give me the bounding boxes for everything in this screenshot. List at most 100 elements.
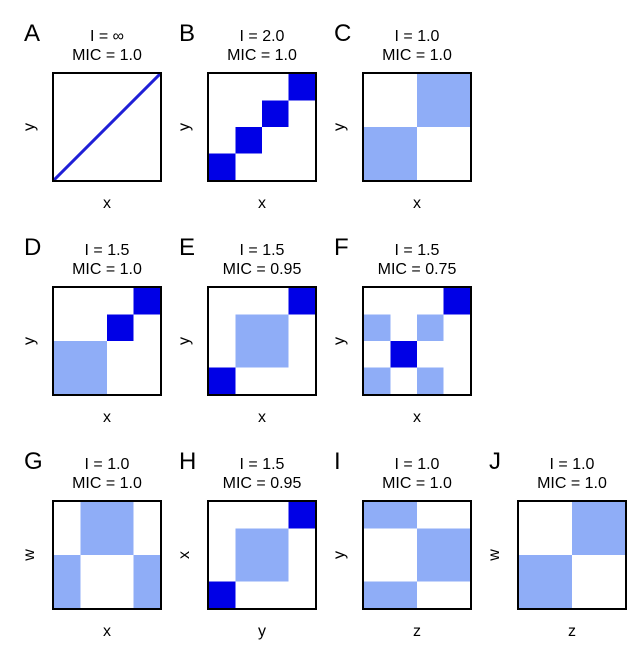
panel-ylabel-c: y: [331, 123, 348, 131]
panel-xlabel-a: x: [103, 195, 111, 212]
panel-plot-c: [362, 72, 472, 182]
panel-letter-i: I: [334, 448, 341, 475]
panel-letter-f: F: [334, 234, 349, 261]
cell-dark: [288, 502, 315, 529]
panel-mic-label-e: MIC = 0.95: [222, 261, 302, 278]
panel-grid-b: [209, 74, 315, 180]
cell-light: [133, 555, 160, 608]
panel-grid-f: [364, 288, 470, 394]
panel-i-label-i: I = 1.0: [394, 456, 440, 473]
panel-mic-label-b: MIC = 1.0: [227, 47, 297, 64]
panel-grid-j: [519, 502, 625, 608]
cell-light: [417, 314, 444, 341]
cell-dark: [209, 581, 236, 608]
cell-light: [235, 528, 289, 582]
panel-ylabel-d: y: [21, 337, 38, 345]
cell-dark: [235, 127, 262, 154]
panel-i-label-h: I = 1.5: [239, 456, 285, 473]
cell-light: [519, 555, 572, 608]
panel-plot-f: [362, 286, 472, 396]
panel-xlabel-j: z: [568, 623, 576, 640]
panel-mic-label-h: MIC = 0.95: [222, 475, 302, 492]
panel-xlabel-i: z: [413, 623, 421, 640]
cell-light: [80, 502, 134, 555]
cell-light: [364, 502, 417, 529]
panel-letter-j: J: [489, 448, 501, 475]
cell-light: [417, 367, 444, 394]
panel-letter-e: E: [179, 234, 196, 261]
panel-i-label-f: I = 1.5: [394, 242, 440, 259]
panel-ylabel-f: y: [331, 337, 348, 345]
panel-ylabel-i: y: [331, 551, 348, 559]
panel-xlabel-f: x: [413, 409, 421, 426]
panel-mic-label-c: MIC = 1.0: [382, 47, 452, 64]
cell-light: [417, 74, 470, 127]
cell-dark: [288, 288, 315, 315]
cell-light: [364, 127, 417, 180]
panel-mic-label-j: MIC = 1.0: [537, 475, 607, 492]
panel-ylabel-e: y: [176, 337, 193, 345]
panel-plot-e: [207, 286, 317, 396]
cell-light: [417, 528, 470, 582]
panel-letter-g: G: [24, 448, 43, 475]
panel-plot-i: [362, 500, 472, 610]
panel-xlabel-e: x: [258, 409, 266, 426]
panel-grid-c: [364, 74, 470, 180]
panel-mic-label-g: MIC = 1.0: [72, 475, 142, 492]
panel-i-label-e: I = 1.5: [239, 242, 285, 259]
panel-i-label-c: I = 1.0: [394, 28, 440, 45]
cell-dark: [262, 100, 289, 127]
panel-xlabel-c: x: [413, 195, 421, 212]
cell-light: [364, 314, 391, 341]
cell-dark: [288, 74, 315, 101]
cell-light: [54, 555, 81, 608]
cell-light: [364, 367, 391, 394]
panel-ylabel-b: y: [176, 123, 193, 131]
panel-i-label-g: I = 1.0: [84, 456, 130, 473]
panel-grid-i: [364, 502, 470, 608]
cell-light: [235, 314, 289, 368]
panel-plot-a: [52, 72, 162, 182]
panel-i-label-b: I = 2.0: [239, 28, 285, 45]
panel-letter-b: B: [179, 20, 196, 47]
panel-plot-g: [52, 500, 162, 610]
cell-dark: [133, 288, 160, 315]
panel-xlabel-b: x: [258, 195, 266, 212]
panel-i-label-d: I = 1.5: [84, 242, 130, 259]
panel-plot-b: [207, 72, 317, 182]
panel-mic-label-f: MIC = 0.75: [377, 261, 457, 278]
cell-dark: [390, 341, 417, 368]
panel-xlabel-d: x: [103, 409, 111, 426]
cell-dark: [107, 314, 134, 341]
panel-grid-h: [209, 502, 315, 608]
panel-letter-a: A: [24, 20, 41, 47]
panel-ylabel-g: w: [21, 549, 38, 561]
panel-ylabel-j: w: [486, 549, 503, 561]
panel-i-label-j: I = 1.0: [549, 456, 595, 473]
cell-light: [54, 341, 107, 394]
panel-xlabel-g: x: [103, 623, 111, 640]
panel-letter-c: C: [334, 20, 352, 47]
panel-plot-d: [52, 286, 162, 396]
panel-plot-h: [207, 500, 317, 610]
panel-grid-e: [209, 288, 315, 394]
panel-mic-label-i: MIC = 1.0: [382, 475, 452, 492]
panel-ylabel-a: y: [21, 123, 38, 131]
panel-i-label-a: I = ∞: [89, 28, 125, 45]
cell-light: [572, 502, 625, 555]
cell-light: [364, 581, 417, 608]
panel-grid-d: [54, 288, 160, 394]
panel-letter-d: D: [24, 234, 42, 261]
diagonal-line: [54, 74, 160, 180]
panel-mic-label-a: MIC = 1.0: [72, 47, 142, 64]
panel-xlabel-h: y: [258, 623, 266, 640]
cell-dark: [209, 153, 236, 180]
panel-mic-label-d: MIC = 1.0: [72, 261, 142, 278]
cell-dark: [443, 288, 470, 315]
panel-letter-h: H: [179, 448, 197, 475]
panel-grid-a: [54, 74, 160, 180]
panel-grid-g: [54, 502, 160, 608]
panel-plot-j: [517, 500, 627, 610]
panel-ylabel-h: x: [176, 551, 193, 559]
cell-dark: [209, 367, 236, 394]
